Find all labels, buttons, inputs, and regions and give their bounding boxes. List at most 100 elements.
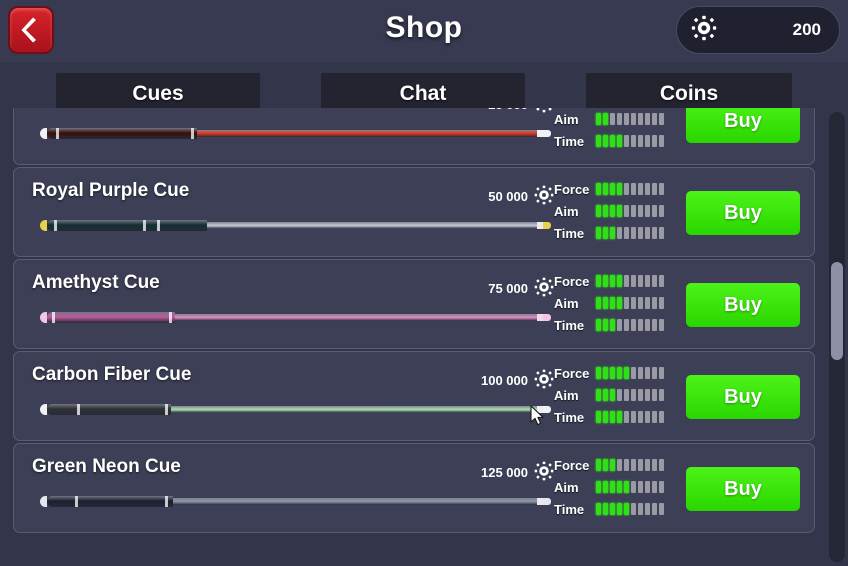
buy-button[interactable]: Buy [686,467,800,511]
stat-segment [659,411,664,423]
buy-button[interactable]: Buy [686,283,800,327]
stat-segment [638,275,643,287]
cue-band [77,404,80,415]
stat-segment [603,319,608,331]
cue-band [157,220,160,231]
cue-card[interactable]: Amethyst Cue 75 000 Force Aim Time Buy [13,259,815,349]
stat-segment [638,459,643,471]
stat-segment [652,389,657,401]
stat-segment [617,319,622,331]
stat-segment [659,275,664,287]
stat-segment [624,503,629,515]
stat-bar-time [596,227,664,239]
stat-label-time: Time [554,133,585,149]
stat-segment [645,227,650,239]
cue-butt [47,312,175,323]
stat-bar-aim [596,297,664,309]
stat-segment [631,183,636,195]
stat-segment [596,227,601,239]
stat-segment [659,459,664,471]
stat-segment [645,389,650,401]
stat-segment [652,183,657,195]
stat-row-time: Time [554,406,679,428]
cue-price-value: 50 000 [488,189,528,204]
stat-bar-aim [596,205,664,217]
stat-segment [617,275,622,287]
stat-segment [645,319,650,331]
cue-butt [47,496,173,507]
cue-shaft [175,314,537,321]
stat-segment [631,367,636,379]
cue-stats: Force Aim Time [554,178,679,244]
stat-label-aim: Aim [554,479,579,495]
stat-segment [624,135,629,147]
stat-segment [645,367,650,379]
cue-card[interactable]: Royal Purple Cue 50 000 Force Aim Time Buy [13,167,815,257]
stat-segment [645,205,650,217]
stat-label-force: Force [554,457,590,473]
scrollbar-thumb[interactable] [831,262,843,360]
stat-label-force: Force [554,181,590,197]
cue-list[interactable]: Carrot Cue25 000ForceAimTimeBuyRoyal Pur… [0,108,848,566]
cue-artwork [40,312,551,323]
cue-price: 100 000 [354,369,554,392]
buy-button[interactable]: Buy [686,108,800,143]
stat-segment [617,411,622,423]
cue-bumper [40,312,47,323]
stat-bar-aim [596,481,664,493]
cue-tip [543,222,551,229]
stat-segment [610,113,615,125]
cue-stats: Force Aim Time [554,270,679,336]
stat-row-time: Time [554,498,679,520]
cue-name: Green Neon Cue [32,456,181,477]
stat-segment [652,411,657,423]
buy-button[interactable]: Buy [686,191,800,235]
stat-segment [610,367,615,379]
stat-segment [596,275,601,287]
cue-card[interactable]: Carbon Fiber Cue 100 000 Force Aim Time Buy [13,351,815,441]
stat-row-time: Time [554,130,679,152]
back-button[interactable] [8,6,54,54]
cue-price: 25 000 [354,108,554,116]
stat-segment [631,389,636,401]
cue-bumper [40,128,47,139]
cue-band [56,128,59,139]
stat-row-force: Force [554,178,679,200]
stat-bar-aim [596,389,664,401]
cue-band [169,312,172,323]
scrollbar-track[interactable] [829,112,845,562]
cue-butt [47,220,207,231]
stat-segment [638,481,643,493]
stat-bar-aim [596,113,664,125]
cue-ferrule [537,130,543,137]
stat-segment [659,319,664,331]
stat-segment [617,389,622,401]
stat-segment [624,275,629,287]
cue-ferrule [537,498,543,505]
stat-segment [610,297,615,309]
stat-segment [652,205,657,217]
cue-artwork [40,404,551,415]
stat-segment [603,503,608,515]
cue-shaft [207,222,537,229]
cue-card[interactable]: Green Neon Cue 125 000 Force Aim Time Buy [13,443,815,533]
coin-chip-icon [534,461,554,484]
coin-balance-pill[interactable]: 200 [676,6,840,54]
page-title: Shop [385,11,463,44]
stat-segment [596,183,601,195]
stat-segment [603,459,608,471]
stat-label-time: Time [554,501,585,517]
stat-segment [659,389,664,401]
stat-segment [603,367,608,379]
cue-price: 50 000 [354,185,554,208]
stat-segment [596,319,601,331]
stat-bar-time [596,503,664,515]
stat-segment [596,205,601,217]
stat-segment [659,135,664,147]
stat-segment [610,227,615,239]
buy-button[interactable]: Buy [686,375,800,419]
stat-segment [631,459,636,471]
stat-segment [638,389,643,401]
cue-tip [543,130,551,137]
